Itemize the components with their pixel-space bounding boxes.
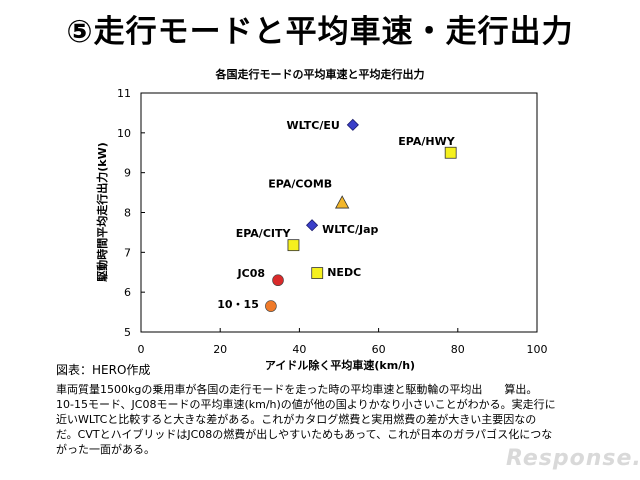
point-epa-city: [287, 239, 300, 252]
x-tick-label: 0: [138, 343, 145, 356]
point-epa-hwy: [444, 146, 457, 159]
y-tick-label: 5: [124, 326, 131, 339]
x-axis-label: アイドル除く平均車速(km/h): [265, 358, 415, 372]
point-label: WLTC/Jap: [322, 223, 378, 236]
point-label: EPA/CITY: [236, 227, 292, 240]
point-label: NEDC: [327, 266, 361, 279]
y-tick-label: 10: [117, 127, 131, 140]
x-tick-label: 100: [527, 343, 548, 356]
point-10-15: [265, 300, 277, 312]
point-label: 10・15: [217, 298, 259, 311]
y-tick-label: 8: [124, 207, 131, 220]
caption-line: 近いWLTCと比較すると大きな差がある。これがカタログ燃費と実用燃費の差が大きい…: [56, 413, 537, 426]
y-tick-label: 7: [124, 246, 131, 259]
caption-line: 車両質量1500kgの乗用車が各国の走行モードを走った時の平均車速と駆動輪の平均…: [56, 383, 538, 396]
x-tick-label: 20: [213, 343, 227, 356]
y-tick-label: 6: [124, 286, 131, 299]
y-tick-label: 9: [124, 167, 131, 180]
point-label: JC08: [237, 267, 265, 280]
caption-line: 10-15モード、JC08モードの平均車速(km/h)の値が他の国よりかなり小さ…: [56, 398, 556, 411]
chart-axes: 5 6 7 8 9 10 11 0 20 40 60 80 100: [117, 87, 548, 356]
y-tick-label: 11: [117, 87, 131, 100]
point-nedc: [311, 267, 324, 279]
point-label: EPA/HWY: [398, 135, 455, 148]
point-wltc-jap: [306, 219, 319, 232]
chart-title: 各国走行モードの平均車速と平均走行出力: [215, 68, 425, 81]
slide-title: ⑤走行モードと平均車速・走行出力: [66, 14, 574, 50]
chart-marks: WLTC/EU EPA/HWY EPA/COMB WLTC/Jap EPA/CITY NE…: [217, 118, 457, 312]
caption-line: だ。CVTとハイブリッドはJC08の燃費が出しやすいためもあって、これが日本のガ…: [56, 428, 553, 441]
x-tick-label: 40: [292, 343, 306, 356]
point-label: EPA/COMB: [268, 178, 332, 191]
point-label: WLTC/EU: [286, 119, 339, 132]
caption-line: がった一面がある。: [56, 443, 155, 456]
response-watermark: Response.: [506, 446, 640, 471]
figure-source: 図表：HERO作成: [56, 363, 151, 377]
point-epa-comb: [334, 195, 350, 209]
x-tick-label: 80: [451, 343, 465, 356]
point-wltc-eu: [346, 118, 359, 131]
x-tick-label: 60: [372, 343, 386, 356]
caption: 車両質量1500kgの乗用車が各国の走行モードを走った時の平均車速と駆動輪の平均…: [56, 382, 626, 457]
point-jc08: [272, 274, 284, 287]
y-axis-label: 駆動時間平均走行出力(kW): [95, 142, 109, 282]
